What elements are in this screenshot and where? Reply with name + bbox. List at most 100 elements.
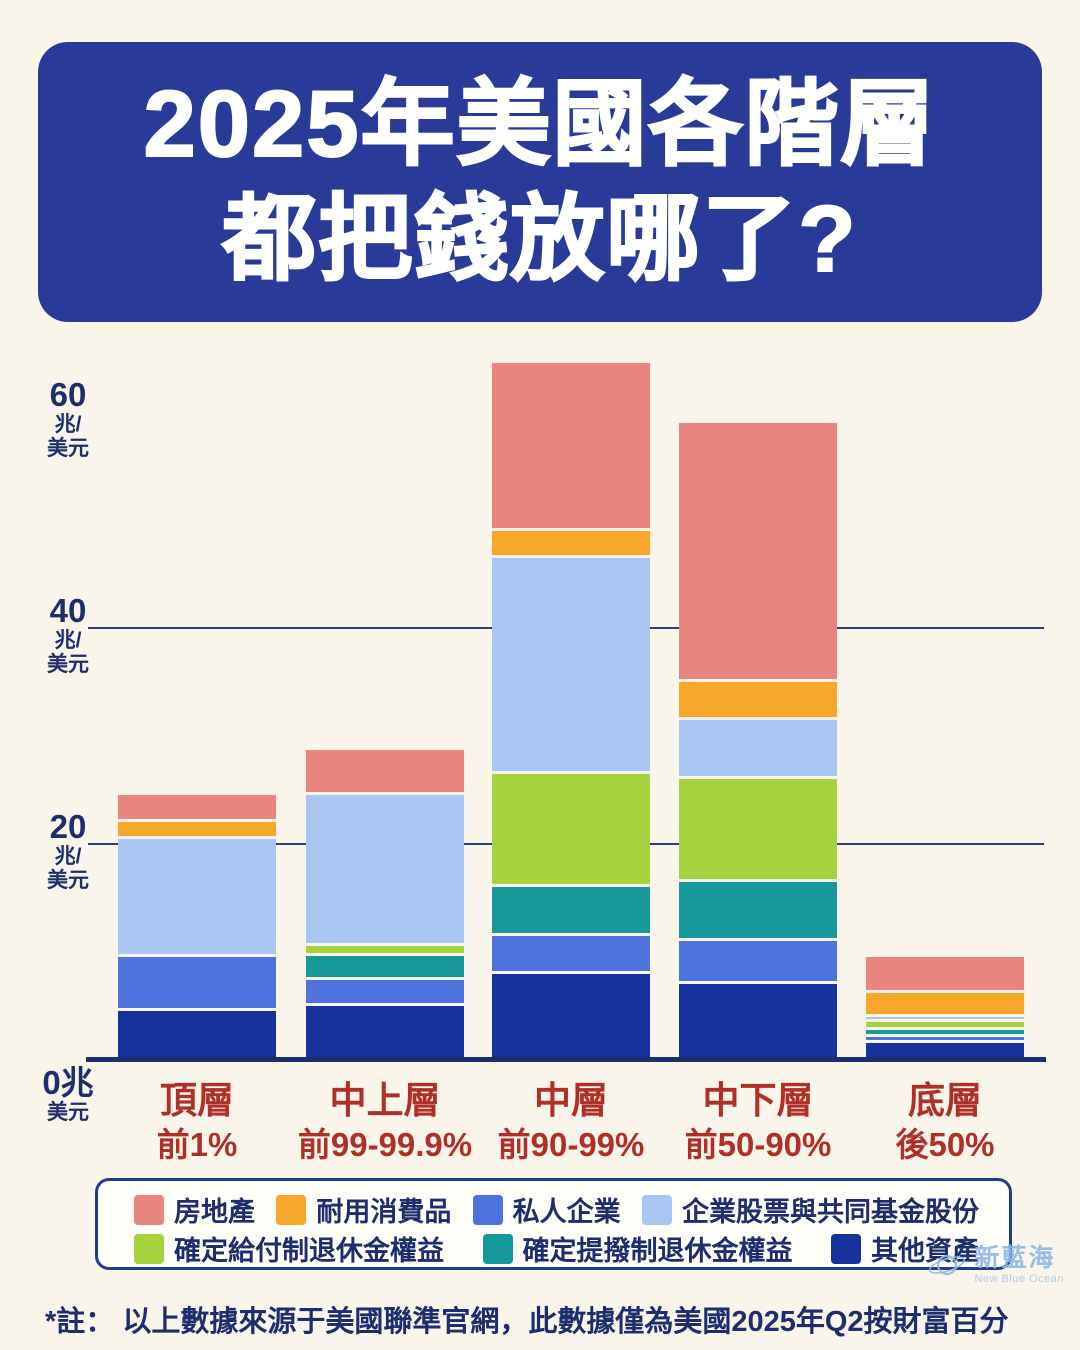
category-name: 底層 — [908, 1080, 982, 1121]
footnote: *註： 以上數據來源于美國聯準官網，此數據僅為美國2025年Q2按財富百分 — [45, 1306, 1009, 1338]
watermark-en: New Blue Ocean — [974, 1272, 1064, 1285]
segment-房地產 — [866, 957, 1024, 994]
category-name: 頂層 — [160, 1080, 234, 1121]
segment-房地產 — [492, 363, 650, 531]
legend-swatch — [831, 1233, 861, 1264]
segment-確定給付制退休金權益 — [866, 1022, 1024, 1030]
stacked-bar-3 — [679, 422, 837, 1060]
y-tick-line: 美元 — [47, 868, 89, 892]
watermark-zh: 新藍海 — [974, 1244, 1056, 1272]
segment-確定提撥制退休金權益 — [306, 956, 464, 981]
stacked-bar-0 — [118, 795, 276, 1060]
stacked-bar-4 — [866, 957, 1024, 1060]
segment-確定提撥制退休金權益 — [492, 887, 650, 936]
y-tick-40: 40 兆/美元 — [38, 592, 98, 677]
category-range: 前1% — [156, 1126, 238, 1164]
segment-其他資產 — [118, 1011, 276, 1060]
y-tick-line: 60 — [49, 376, 87, 413]
segment-企業股票與共同基金股份 — [306, 795, 464, 946]
legend-item: 確定提撥制退休金權益 — [482, 1229, 793, 1268]
segment-私人企業 — [679, 941, 837, 985]
segment-耐用消費品 — [118, 822, 276, 839]
legend-label: 其他資產 — [871, 1236, 979, 1266]
y-tick-line: 20 — [49, 808, 87, 845]
segment-耐用消費品 — [866, 993, 1024, 1017]
segment-耐用消費品 — [679, 682, 837, 720]
category-label-1: 中上層前99-99.9% — [275, 1078, 495, 1166]
segment-私人企業 — [866, 1037, 1024, 1043]
segment-其他資產 — [306, 1005, 464, 1060]
segment-確定給付制退休金權益 — [679, 779, 837, 882]
legend-label: 確定給付制退休金權益 — [174, 1236, 444, 1266]
category-label-0: 頂層前1% — [87, 1078, 307, 1166]
segment-耐用消費品 — [492, 530, 650, 558]
y-tick-0: 0兆 美元 — [38, 1064, 98, 1125]
legend-swatch — [482, 1233, 513, 1264]
title-banner: 2025年美國各階層 都把錢放哪了? — [38, 42, 1042, 322]
legend-row-2: 確定給付制退休金權益 確定提撥制退休金權益 其他資產 — [134, 1229, 979, 1268]
legend-item: 企業股票與共同基金股份 — [641, 1190, 979, 1229]
watermark-text: 新藍海 New Blue Ocean — [974, 1244, 1064, 1285]
legend-item: 房地產 — [134, 1190, 255, 1229]
y-tick-line: 兆/ — [54, 628, 82, 652]
legend-label: 房地產 — [174, 1197, 255, 1227]
category-label-2: 中層前90-99% — [461, 1078, 681, 1166]
y-tick-line: 美元 — [47, 652, 89, 676]
legend-swatch — [276, 1194, 307, 1225]
legend-swatch — [134, 1194, 164, 1225]
y-tick-60: 60 兆/美元 — [38, 376, 98, 461]
legend-item: 私人企業 — [472, 1190, 621, 1229]
y-tick-line: 40 — [49, 592, 87, 629]
legend-label: 耐用消費品 — [316, 1197, 452, 1227]
segment-確定提撥制退休金權益 — [679, 881, 837, 942]
segment-私人企業 — [118, 957, 276, 1012]
segment-企業股票與共同基金股份 — [492, 557, 650, 774]
segment-其他資產 — [866, 1042, 1024, 1060]
legend-label: 私人企業 — [512, 1197, 621, 1227]
y-tick-line: 美元 — [47, 1100, 89, 1124]
legend-label: 企業股票與共同基金股份 — [681, 1197, 979, 1227]
segment-房地產 — [118, 795, 276, 823]
y-tick-line: 兆/ — [54, 844, 82, 868]
title-line-1: 2025年美國各階層 — [142, 70, 937, 177]
y-tick-20: 20 兆/美元 — [38, 808, 98, 893]
title-line-2: 都把錢放哪了? — [221, 185, 858, 292]
segment-其他資產 — [679, 984, 837, 1060]
category-range: 前99-99.9% — [297, 1126, 473, 1164]
segment-房地產 — [306, 750, 464, 796]
segment-確定給付制退休金權益 — [306, 945, 464, 957]
segment-企業股票與共同基金股份 — [866, 1016, 1024, 1023]
legend-swatch — [641, 1194, 672, 1225]
y-tick-line: 0兆 — [42, 1064, 94, 1101]
legend-row-1: 房地產 耐用消費品 私人企業 企業股票與共同基金股份 — [134, 1190, 979, 1229]
planet-icon — [929, 1254, 966, 1275]
y-tick-line: 美元 — [47, 436, 89, 460]
category-range: 前50-90% — [684, 1126, 832, 1164]
segment-確定提撥制退休金權益 — [866, 1029, 1024, 1038]
category-name: 中層 — [534, 1080, 608, 1121]
segment-確定給付制退休金權益 — [492, 773, 650, 888]
legend-item: 確定給付制退休金權益 — [134, 1229, 444, 1268]
stacked-bar-1 — [306, 750, 464, 1060]
segment-其他資產 — [492, 973, 650, 1060]
category-name: 中下層 — [702, 1080, 814, 1121]
segment-企業股票與共同基金股份 — [118, 838, 276, 958]
legend-item: 其他資產 — [831, 1229, 979, 1268]
category-label-4: 底層後50% — [835, 1078, 1055, 1166]
legend-swatch — [472, 1194, 503, 1225]
segment-私人企業 — [306, 980, 464, 1006]
segment-房地產 — [679, 422, 837, 683]
segment-私人企業 — [492, 935, 650, 974]
category-label-3: 中下層前50-90% — [648, 1078, 868, 1166]
category-range: 後50% — [895, 1126, 995, 1164]
legend-item: 耐用消費品 — [276, 1190, 451, 1229]
category-name: 中上層 — [329, 1080, 441, 1121]
x-axis-baseline — [86, 1057, 1046, 1062]
segment-企業股票與共同基金股份 — [679, 719, 837, 780]
watermark: 新藍海 New Blue Ocean — [926, 1244, 1064, 1285]
legend-label: 確定提撥制退休金權益 — [522, 1236, 793, 1266]
category-range: 前90-99% — [497, 1126, 645, 1164]
legend: 房地產 耐用消費品 私人企業 企業股票與共同基金股份 確定給付制退休金權益 確定提撥制退… — [95, 1178, 1012, 1270]
stacked-bar-2 — [492, 363, 650, 1060]
